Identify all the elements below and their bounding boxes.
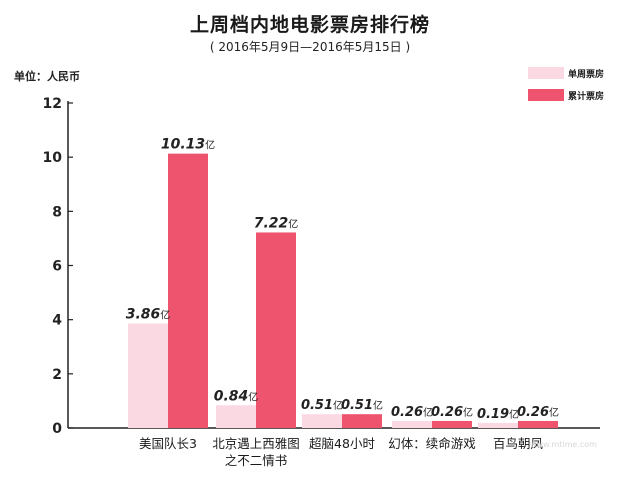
chart-subtitle: ( 2016年5月9日—2016年5月15日 ) <box>209 40 411 54</box>
x-category-label-2: 超脑48小时 <box>309 436 375 451</box>
bar-cumulative-0 <box>168 153 208 429</box>
x-category-label-0: 美国队长3 <box>139 436 197 451</box>
y-tick-label-3: 6 <box>52 259 62 275</box>
value-label-weekly-4: 0.19亿 <box>477 407 519 422</box>
bar-cumulative-1 <box>256 232 296 428</box>
value-label-weekly-3: 0.26亿 <box>391 405 433 420</box>
x-category-label-1: 北京遇上西雅图 <box>212 436 300 451</box>
y-tick-label-0: 0 <box>52 421 62 437</box>
watermark: www.mtime.com <box>530 440 597 449</box>
bar-weekly-3 <box>392 420 432 428</box>
value-label-weekly-0: 3.86亿 <box>126 306 171 322</box>
value-label-weekly-1: 0.84亿 <box>214 388 259 404</box>
y-tick-label-5: 10 <box>43 150 63 166</box>
legend-label-weekly: 单周票房 <box>568 69 605 80</box>
y-tick-label-2: 4 <box>52 313 62 329</box>
bar-weekly-0 <box>128 323 168 428</box>
x-category-label-1-line2: 之不二情书 <box>225 453 288 468</box>
chart-title: 上周档内地电影票房排行榜 <box>189 14 430 36</box>
bar-cumulative-2 <box>342 414 382 428</box>
y-tick-label-6: 12 <box>43 96 62 112</box>
x-category-label-4: 百鸟朝凤 <box>493 436 544 451</box>
value-label-cumulative-3: 0.26亿 <box>431 405 473 420</box>
bar-cumulative-4 <box>518 420 558 428</box>
bar-weekly-1 <box>216 405 256 428</box>
legend-item-cumulative: 累计票房 <box>528 86 604 104</box>
legend-swatch-cumulative <box>528 89 564 101</box>
value-label-cumulative-4: 0.26亿 <box>517 405 559 420</box>
bar-weekly-4 <box>478 422 518 428</box>
unit-label: 单位：人民币 <box>14 70 80 83</box>
value-label-cumulative-1: 7.22亿 <box>254 215 299 231</box>
x-category-label-3: 幻体：续命游戏 <box>388 436 476 451</box>
y-tick-label-4: 8 <box>52 204 62 220</box>
legend-item-weekly: 单周票房 <box>528 64 604 82</box>
y-tick-label-1: 2 <box>52 367 62 383</box>
legend: 单周票房 累计票房 <box>528 64 604 108</box>
value-label-weekly-2: 0.51亿 <box>301 398 343 413</box>
legend-label-cumulative: 累计票房 <box>568 91 605 102</box>
value-label-cumulative-0: 10.13亿 <box>161 137 215 153</box>
bar-weekly-2 <box>302 414 342 428</box>
legend-swatch-weekly <box>528 67 564 79</box>
value-label-cumulative-2: 0.51亿 <box>341 398 383 413</box>
bar-cumulative-3 <box>432 420 472 428</box>
